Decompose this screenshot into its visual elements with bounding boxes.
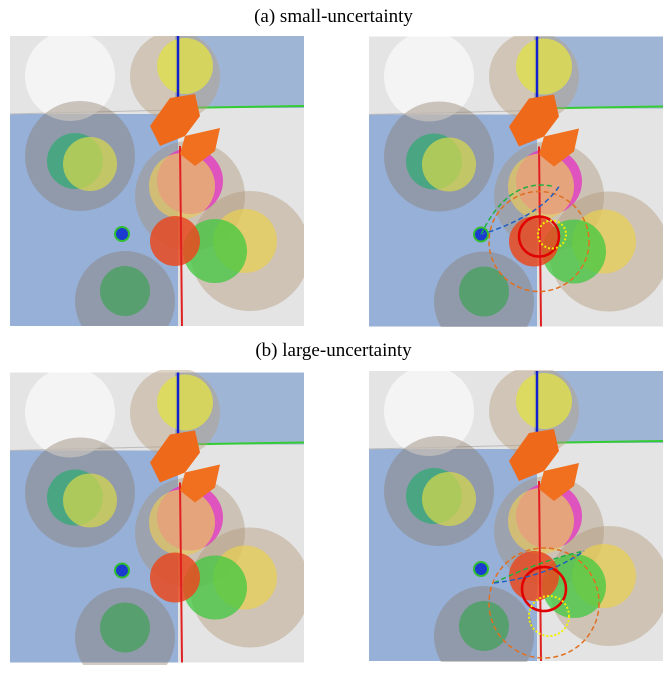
panel-image <box>10 368 310 682</box>
panel-image <box>10 31 310 351</box>
panel-image <box>369 366 667 682</box>
panel-image <box>369 32 667 352</box>
panels <box>0 0 667 682</box>
figure: (a) small-uncertainty (b) large-uncertai… <box>0 0 667 682</box>
